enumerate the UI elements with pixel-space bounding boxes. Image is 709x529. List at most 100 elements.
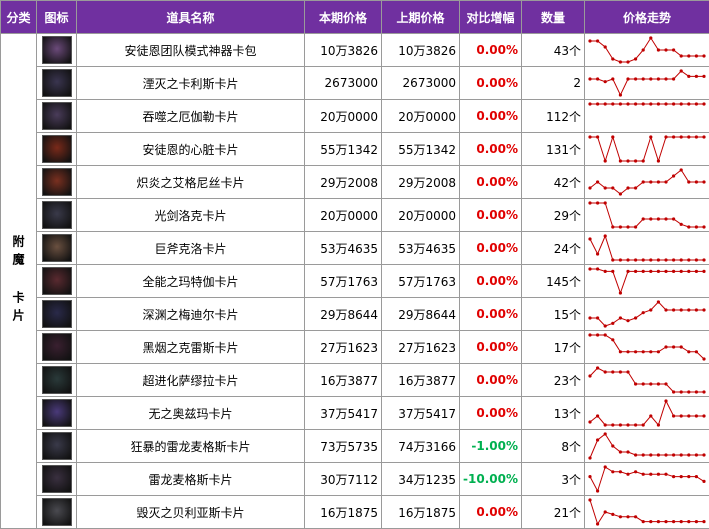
trend-point bbox=[611, 444, 615, 448]
trend-point bbox=[672, 77, 676, 81]
trend-point bbox=[649, 135, 653, 139]
trend-point bbox=[611, 338, 615, 342]
trend-point bbox=[694, 520, 698, 524]
trend-point bbox=[626, 515, 630, 519]
trend-point bbox=[611, 258, 615, 262]
trend-point bbox=[626, 159, 630, 163]
trend-point bbox=[641, 520, 645, 524]
quantity: 2 bbox=[521, 66, 585, 100]
trend-point bbox=[596, 522, 600, 526]
change-percent: 0.00% bbox=[459, 66, 522, 100]
trend-point bbox=[679, 54, 683, 58]
trend-point bbox=[694, 350, 698, 354]
current-price: 16万1875 bbox=[304, 495, 382, 529]
icon-cell bbox=[36, 165, 77, 199]
change-percent: 0.00% bbox=[459, 330, 522, 364]
previous-price: 53万4635 bbox=[381, 231, 460, 265]
trend-point bbox=[679, 308, 683, 312]
item-row: 雷龙麦格斯卡片 30万7112 34万1235 -10.00% 3个 bbox=[1, 462, 709, 496]
trend-point bbox=[634, 423, 638, 427]
trend-point bbox=[672, 390, 676, 394]
quantity: 112个 bbox=[521, 99, 585, 133]
trend-point bbox=[656, 453, 660, 457]
header-row: 分类 图标 道具名称 本期价格 上期价格 对比增幅 数量 价格走势 bbox=[0, 0, 709, 34]
column-header: 本期价格 bbox=[304, 0, 382, 34]
trend-point bbox=[618, 258, 622, 262]
trend-point bbox=[634, 225, 638, 229]
item-icon bbox=[41, 135, 72, 163]
change-percent: 0.00% bbox=[459, 198, 522, 232]
trend-point bbox=[611, 57, 615, 61]
quantity: 8个 bbox=[521, 429, 585, 463]
trend-point bbox=[672, 48, 676, 52]
current-price: 55万1342 bbox=[304, 132, 382, 166]
item-name: 安徒恩的心脏卡片 bbox=[76, 132, 305, 166]
trend-point bbox=[611, 225, 615, 229]
trend-point bbox=[656, 258, 660, 262]
quantity: 42个 bbox=[521, 165, 585, 199]
trend-point bbox=[672, 217, 676, 221]
trend-point bbox=[664, 48, 668, 52]
item-name: 全能之玛特伽卡片 bbox=[76, 264, 305, 298]
trend-point bbox=[702, 258, 706, 262]
trend-point bbox=[656, 180, 660, 184]
item-name: 吞噬之厄伽勒卡片 bbox=[76, 99, 305, 133]
change-percent: 0.00% bbox=[459, 33, 522, 67]
item-name: 巨斧克洛卡片 bbox=[76, 231, 305, 265]
column-header: 上期价格 bbox=[381, 0, 460, 34]
trend-point bbox=[687, 269, 691, 273]
change-percent: -10.00% bbox=[459, 462, 522, 496]
trend-point bbox=[611, 370, 615, 374]
trend-point bbox=[634, 57, 638, 61]
trend-line bbox=[589, 367, 704, 393]
trend-point bbox=[641, 350, 645, 354]
trend-point bbox=[641, 180, 645, 184]
trend-point bbox=[672, 520, 676, 524]
sparkline bbox=[588, 135, 706, 163]
change-percent: 0.00% bbox=[459, 264, 522, 298]
item-icon bbox=[41, 267, 72, 295]
trend-point bbox=[634, 77, 638, 81]
trend-point bbox=[588, 267, 592, 271]
current-price: 20万0000 bbox=[304, 198, 382, 232]
trend-point bbox=[664, 217, 668, 221]
item-row: 毁灭之贝利亚斯卡片 16万1875 16万1875 0.00% 21个 bbox=[1, 495, 709, 529]
trend-point bbox=[656, 48, 660, 52]
trend-point bbox=[687, 74, 691, 78]
trend-point bbox=[588, 316, 592, 320]
trend-point bbox=[649, 217, 653, 221]
trend-point bbox=[626, 350, 630, 354]
trend-point bbox=[649, 520, 653, 524]
trend-point bbox=[702, 269, 706, 273]
current-price: 53万4635 bbox=[304, 231, 382, 265]
trend-point bbox=[687, 54, 691, 58]
change-percent: 0.00% bbox=[459, 363, 522, 397]
item-icon bbox=[41, 36, 72, 64]
trend-point bbox=[603, 510, 607, 514]
item-name: 安徒恩团队模式神器卡包 bbox=[76, 33, 305, 67]
trend-point bbox=[694, 135, 698, 139]
trend-point bbox=[596, 201, 600, 205]
trend-point bbox=[649, 102, 653, 106]
item-name: 超进化萨缪拉卡片 bbox=[76, 363, 305, 397]
trend-line bbox=[589, 234, 704, 261]
trend-point bbox=[588, 456, 592, 460]
trend-point bbox=[596, 180, 600, 184]
trend-point bbox=[634, 350, 638, 354]
column-header: 道具名称 bbox=[76, 0, 305, 34]
trend-point bbox=[641, 423, 645, 427]
sparkline bbox=[588, 300, 706, 328]
previous-price: 20万0000 bbox=[381, 198, 460, 232]
trend-cell bbox=[584, 198, 709, 232]
trend-point bbox=[687, 390, 691, 394]
trend-line bbox=[590, 70, 704, 97]
trend-point bbox=[634, 186, 638, 190]
current-price: 16万3877 bbox=[304, 363, 382, 397]
quantity: 17个 bbox=[521, 330, 585, 364]
trend-point bbox=[672, 345, 676, 349]
item-icon bbox=[41, 333, 72, 361]
icon-cell bbox=[36, 495, 77, 529]
current-price: 10万3826 bbox=[304, 33, 382, 67]
trend-point bbox=[596, 267, 600, 271]
sparkline bbox=[588, 168, 706, 196]
